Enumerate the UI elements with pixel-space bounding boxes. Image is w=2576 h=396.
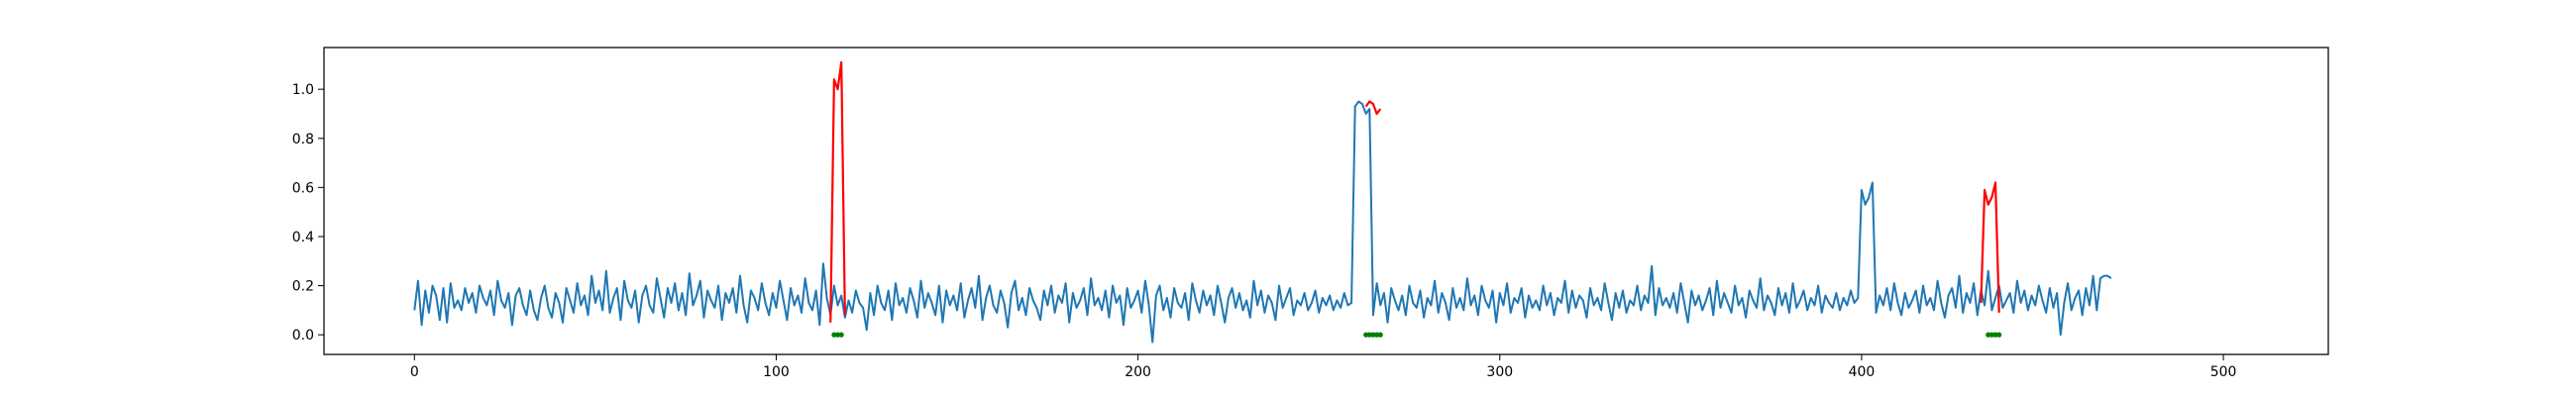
x-tick-label: 100: [763, 364, 790, 380]
marker-point: [1374, 332, 1380, 338]
marker-point: [1992, 332, 1998, 338]
marker-point: [1363, 332, 1369, 338]
marker-point: [834, 332, 841, 338]
x-tick-label: 500: [2210, 364, 2237, 380]
anomaly-segment-1: [829, 60, 846, 323]
y-axis: 0.0 0.2 0.4 0.6 0.8 1.0: [292, 82, 324, 344]
marker-point: [1996, 332, 2002, 338]
axes-frame: [323, 47, 2329, 355]
marker-point: [838, 332, 844, 338]
y-tick-label: 0.2: [292, 279, 314, 295]
y-tick-label: 0.0: [292, 328, 314, 344]
marker-point: [831, 332, 837, 338]
x-tick-label: 200: [1125, 364, 1151, 380]
x-tick-label: 400: [1849, 364, 1876, 380]
signal-series-line: [413, 100, 2112, 344]
marker-point: [1988, 332, 1994, 338]
marker-point: [1366, 332, 1372, 338]
y-tick-label: 1.0: [292, 82, 314, 98]
marker-group-2: [1363, 332, 1383, 338]
marker-group-3: [1986, 332, 2002, 338]
marker-point: [1370, 332, 1376, 338]
x-tick-label: 0: [410, 364, 419, 380]
marker-point: [1377, 332, 1383, 338]
x-tick-label: 300: [1486, 364, 1513, 380]
marker-point: [1986, 332, 1991, 338]
y-tick-label: 0.6: [292, 180, 314, 196]
marker-group-1: [831, 332, 844, 338]
anomaly-segment-2: [1364, 100, 1382, 116]
y-tick-label: 0.4: [292, 230, 314, 246]
anomaly-segment-3: [1980, 181, 2000, 313]
x-axis: 0 100 200 300 400 500: [410, 354, 2237, 380]
y-tick-label: 0.8: [292, 132, 314, 148]
plot-area: [413, 60, 2112, 344]
